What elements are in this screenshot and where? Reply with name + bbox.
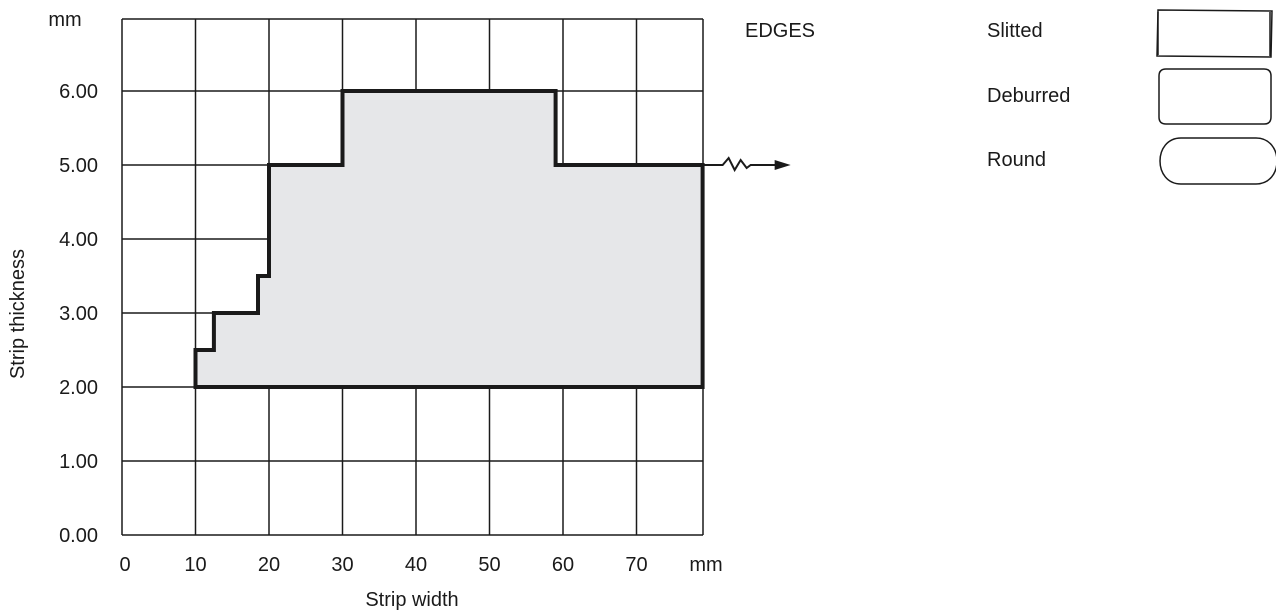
x-tick-label: 30	[331, 554, 353, 576]
y-tick-label: 4.00	[59, 229, 98, 251]
y-tick-label: 0.00	[59, 525, 98, 547]
legend-label-deburred: Deburred	[987, 85, 1071, 107]
deburred-edge-icon	[1158, 68, 1272, 125]
x-axis-unit: mm	[689, 554, 722, 576]
y-tick-label: 2.00	[59, 377, 98, 399]
x-tick-label: 70	[625, 554, 647, 576]
continuation-arrow-icon	[702, 156, 778, 173]
y-axis-label: Strip thickness	[7, 249, 29, 379]
legend-title: EDGES	[745, 20, 816, 42]
x-tick-label: 40	[405, 554, 427, 576]
slitted-edge-icon	[1156, 9, 1273, 58]
y-tick-label: 6.00	[59, 81, 98, 103]
x-tick-label: 10	[184, 554, 206, 576]
region-outline	[193, 89, 705, 389]
y-tick-label: 3.00	[59, 303, 98, 325]
y-axis-unit: mm	[48, 9, 81, 31]
x-axis-label: Strip width	[365, 589, 458, 611]
arrowhead-icon	[774, 160, 791, 170]
legend-label-slitted: Slitted	[987, 20, 1043, 42]
y-tick-label: 5.00	[59, 155, 98, 177]
legend-label-round: Round	[987, 149, 1046, 171]
x-tick-label: 20	[258, 554, 280, 576]
x-tick-label: 0	[119, 554, 130, 576]
shaded-region	[195, 91, 703, 387]
y-tick-label: 1.00	[59, 451, 98, 473]
round-edge-icon	[1159, 137, 1276, 185]
x-tick-label: 60	[552, 554, 574, 576]
tick-labels: 0 10 20 30 40 50 60 70 0.00 1.00 2.00 3.00 4.00 5.00 6…	[59, 81, 648, 576]
x-tick-label: 50	[478, 554, 500, 576]
